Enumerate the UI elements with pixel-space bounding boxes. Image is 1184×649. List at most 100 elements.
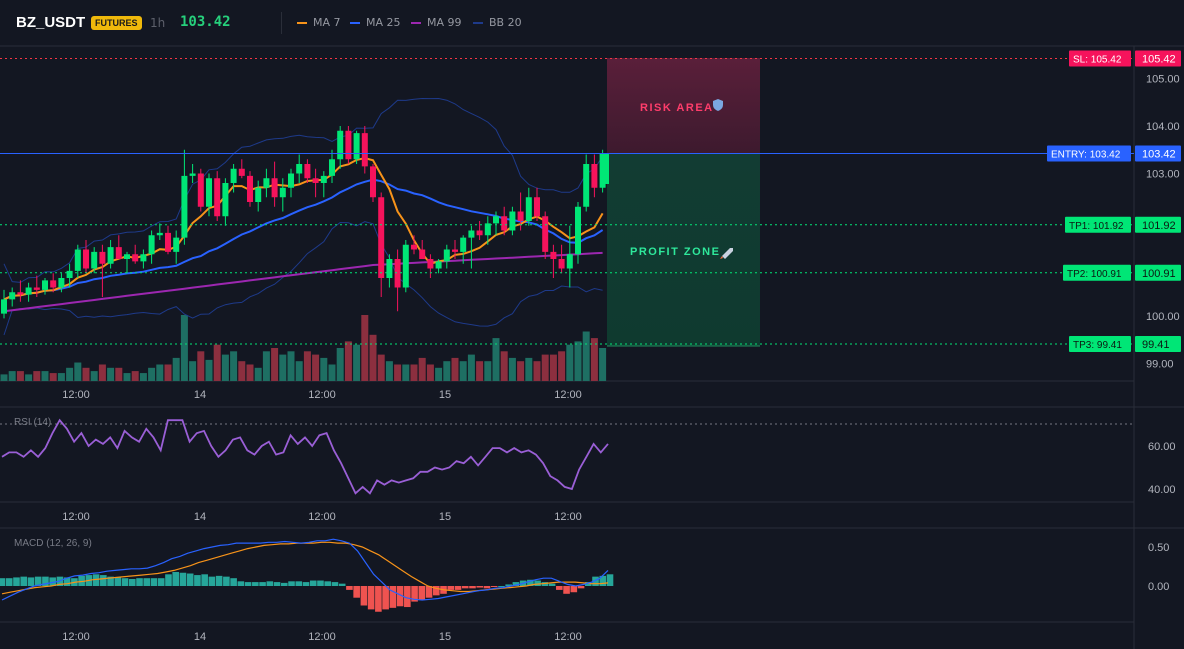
candle-body (263, 178, 270, 188)
macd-pane[interactable]: MACD (12, 26, 9) 0.50 0.00 (0, 538, 1169, 612)
macd-hist-bar (63, 577, 71, 586)
volume-bar (131, 371, 139, 381)
macd-hist-bar (584, 582, 592, 586)
ma25-line (3, 178, 604, 301)
macd-hist-bar (252, 582, 259, 586)
time-axis-label: 12:00 (554, 631, 582, 643)
interval-label[interactable]: 1h (150, 16, 166, 30)
macd-hist-bar (288, 581, 295, 586)
candle-body (107, 247, 114, 264)
candle-body (599, 153, 606, 188)
macd-hist-bar (34, 576, 42, 586)
volume-bar (541, 354, 549, 381)
macd-hist-bar (418, 586, 426, 601)
legend-ma7[interactable]: MA 7 (297, 16, 341, 29)
macd-hist-bar (317, 580, 324, 586)
macd-hist-bar (599, 575, 607, 586)
candle-body (320, 175, 327, 183)
candle-body (427, 259, 434, 269)
macd-hist-bar (165, 574, 172, 586)
candle-body (443, 249, 450, 262)
macd-hist-bar (432, 586, 440, 596)
volume-bar (353, 344, 361, 381)
last-price: 103.42 (180, 14, 231, 30)
macd-hist-bar (280, 582, 288, 586)
volume-bar (312, 354, 320, 381)
tp2-tag-label: TP2: 100.91 (1067, 269, 1122, 280)
entry-axis-tag-bg (1135, 145, 1181, 162)
candle-body (165, 232, 171, 252)
volume-bar (90, 371, 98, 381)
volume-bar (107, 367, 115, 381)
candle-body (222, 183, 229, 217)
sl-axis-tag-bg (1135, 50, 1181, 67)
macd-hist-bar (606, 574, 614, 586)
macd-hist-bar (92, 574, 100, 586)
candle-body (452, 249, 458, 252)
candle-body (230, 168, 237, 183)
bb20-swatch (473, 21, 483, 24)
ma99-swatch (411, 21, 421, 24)
time-axis-label: 14 (194, 389, 206, 401)
candle-body (501, 216, 508, 231)
macd-hist-bar (353, 586, 360, 598)
macd-hist-bar (577, 586, 585, 589)
legend-bb20-label: BB 20 (489, 16, 522, 29)
macd-hist-bar (346, 586, 353, 590)
candle-body (542, 216, 549, 252)
candle-body (419, 249, 426, 259)
price-pane[interactable] (0, 97, 610, 382)
symbol-label[interactable]: BZ_USDT (16, 14, 86, 31)
volume-bar (49, 373, 57, 381)
macd-hist-bar (461, 586, 469, 589)
volume-bar (82, 367, 90, 381)
volume-bar (344, 341, 352, 381)
macd-hist-bar (0, 578, 6, 586)
legend-bb20[interactable]: BB 20 (473, 16, 522, 29)
volume-bar (484, 361, 492, 381)
volume-bar (459, 361, 467, 381)
volume-bar (156, 364, 164, 381)
legend-ma99[interactable]: MA 99 (411, 16, 462, 29)
time-axis-label: 12:00 (308, 511, 336, 523)
volume-bar (533, 361, 541, 381)
candle-body (1, 299, 7, 314)
macd-hist-bar (527, 579, 534, 586)
volume-bar (123, 373, 131, 381)
tp3-tag-bg (1069, 336, 1131, 353)
volume-bar (435, 367, 443, 381)
macd-hist-bar (490, 586, 498, 587)
volume-bar (566, 344, 574, 381)
risk-area-zone (607, 58, 760, 154)
macd-hist-bar (107, 576, 114, 586)
trade-levels: SL: 105.42 105.42 ENTRY: 103.42 103.42 TP1: … (0, 50, 1181, 353)
macd-hist-bar (237, 581, 245, 586)
macd-hist-bar (404, 586, 411, 608)
macd-axis-label: 0.50 (1148, 542, 1169, 554)
tp1-axis-tag-value: 101.92 (1142, 220, 1176, 232)
tp2-tag-bg (1063, 264, 1131, 281)
candle-body (345, 130, 352, 160)
volume-bar (590, 338, 598, 381)
macd-hist-bar (360, 586, 368, 606)
macd-hist-bar (411, 586, 418, 602)
volume-bar (66, 367, 74, 381)
legend-ma25[interactable]: MA 25 (350, 16, 401, 29)
macd-hist-bar (570, 586, 578, 593)
candle-body (156, 232, 163, 236)
rsi-pane[interactable]: RSI (14) 60.00 40.00 (0, 417, 1176, 496)
candle-body (91, 251, 98, 269)
macd-signal-line (1, 541, 609, 595)
macd-hist-bar (128, 578, 136, 586)
candle-body (83, 249, 89, 269)
volume-bar (467, 354, 475, 381)
time-axis-label: 12:00 (554, 511, 582, 523)
candle-body (25, 287, 32, 295)
macd-hist-bar (476, 586, 484, 588)
sl-tag-label: SL: 105.42 (1073, 55, 1122, 66)
macd-hist-bar (592, 576, 599, 586)
time-axis-label: 14 (194, 511, 206, 523)
macd-hist-bar (208, 576, 216, 586)
candle-body (99, 251, 106, 264)
